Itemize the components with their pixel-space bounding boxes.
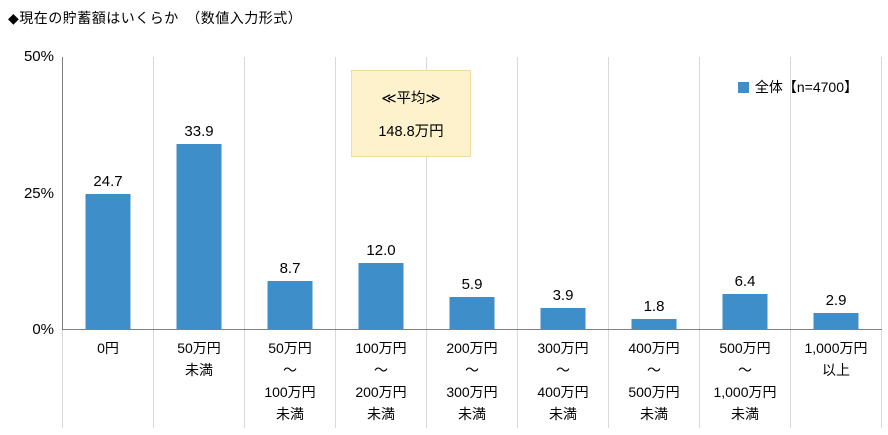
- bar-column: 12.0: [336, 57, 427, 329]
- bar-value-label: 24.7: [93, 173, 123, 190]
- x-axis-category-label: 100万円～ 200万円 未満: [336, 330, 427, 428]
- x-axis-category-label: 1,000万円 以上: [791, 330, 882, 428]
- legend-swatch-icon: [737, 81, 749, 93]
- bar: [722, 294, 768, 329]
- bar: [176, 144, 222, 329]
- legend-label: 全体【n=4700】: [754, 79, 858, 95]
- y-axis-tick-25: 25%: [23, 185, 54, 202]
- bar-value-label: 1.8: [643, 298, 665, 315]
- bar-column: 6.4: [700, 57, 791, 329]
- x-axis-labels: 0円 50万円 未満 50万円～ 100万円 未満 100万円～ 200万円 未満 200万円～ 3…: [62, 330, 882, 428]
- bar: [449, 297, 495, 329]
- bar-value-label: 6.4: [734, 273, 756, 290]
- bar: [267, 281, 313, 329]
- bar-column: 8.7: [245, 57, 336, 329]
- x-axis-category-label: 50万円～ 100万円 未満: [245, 330, 336, 428]
- plot-area: ≪平均≫ 148.8万円 全体【n=4700】 24.7 33.9 8.7 12.0 5…: [62, 57, 882, 330]
- legend: 全体【n=4700】: [737, 77, 858, 97]
- x-axis-category-label: 0円: [63, 330, 154, 428]
- x-axis-category-label: 300万円～ 400万円 未満: [518, 330, 609, 428]
- bar-column: 3.9: [518, 57, 609, 329]
- bar-chart: 50% 25% 0% ≪平均≫ 148.8万円 全体【n=4700】 24.7 3…: [24, 48, 882, 428]
- x-axis-category-label: 50万円 未満: [154, 330, 245, 428]
- chart-title: ◆現在の貯蓄額はいくらか （数値入力形式）: [8, 10, 303, 26]
- bar-column: 24.7: [63, 57, 154, 329]
- bar-value-label: 12.0: [366, 242, 396, 259]
- bar-value-label: 8.7: [279, 260, 301, 277]
- x-axis-category-label: 500万円～ 1,000万円 未満: [700, 330, 791, 428]
- bar-column: 5.9: [427, 57, 518, 329]
- x-axis-category-label: 200万円～ 300万円 未満: [427, 330, 518, 428]
- bar-value-label: 5.9: [461, 276, 483, 293]
- y-axis-tick-50: 50%: [23, 48, 54, 65]
- bar-column: 1.8: [609, 57, 700, 329]
- x-axis-category-label: 400万円～ 500万円 未満: [609, 330, 700, 428]
- y-axis-tick-0: 0%: [32, 321, 54, 338]
- bar-value-label: 33.9: [184, 123, 214, 140]
- bar-column: 2.9: [791, 57, 882, 329]
- bar: [631, 319, 677, 329]
- bar: [358, 263, 404, 329]
- bar-value-label: 3.9: [552, 287, 574, 304]
- bar: [85, 194, 131, 329]
- bar: [540, 308, 586, 329]
- bar-value-label: 2.9: [825, 292, 847, 309]
- average-annotation: ≪平均≫ 148.8万円: [351, 70, 471, 157]
- average-value: 148.8万円: [378, 123, 444, 140]
- average-label: ≪平均≫: [381, 90, 441, 107]
- bar-column: 33.9: [154, 57, 245, 329]
- bar: [813, 313, 859, 329]
